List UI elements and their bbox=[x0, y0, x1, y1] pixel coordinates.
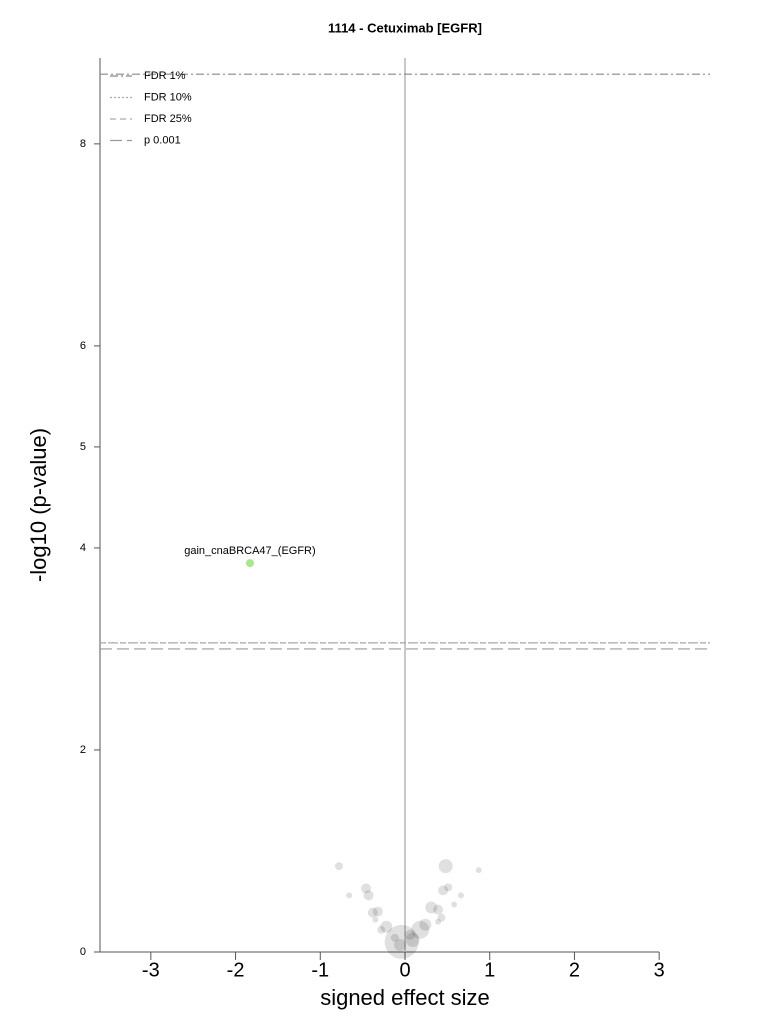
data-point bbox=[245, 559, 254, 568]
x-tick-label: 1 bbox=[484, 959, 495, 981]
data-point bbox=[361, 883, 372, 894]
chart-title: 1114 - Cetuximab [EGFR] bbox=[328, 20, 482, 35]
y-tick-label: 0 bbox=[80, 946, 86, 958]
data-point bbox=[438, 885, 449, 896]
x-tick-label: -1 bbox=[311, 959, 329, 981]
data-point bbox=[437, 913, 446, 922]
x-tick-label: -2 bbox=[227, 959, 245, 981]
x-tick-label: 2 bbox=[569, 959, 580, 981]
y-tick-label: 5 bbox=[80, 441, 86, 453]
data-point bbox=[377, 925, 386, 934]
data-point bbox=[380, 920, 393, 933]
y-tick-label: 6 bbox=[80, 340, 86, 352]
legend-label: FDR 1% bbox=[144, 70, 186, 82]
point-label: gain_cnaBRCA47_(EGFR) bbox=[184, 545, 315, 557]
y-tick-label: 4 bbox=[80, 542, 86, 554]
data-point bbox=[372, 906, 383, 917]
data-point bbox=[411, 920, 430, 939]
data-point bbox=[384, 924, 419, 959]
y-tick-label: 2 bbox=[80, 744, 86, 756]
x-axis-label: signed effect size bbox=[320, 985, 490, 1010]
data-point bbox=[438, 859, 453, 874]
data-point bbox=[367, 907, 378, 918]
legend-label: FDR 10% bbox=[144, 91, 192, 103]
x-tick-label: 0 bbox=[399, 959, 410, 981]
data-point bbox=[363, 890, 374, 901]
data-point bbox=[334, 862, 343, 871]
data-point bbox=[457, 892, 464, 899]
data-point bbox=[419, 918, 432, 931]
x-tick-label: -3 bbox=[142, 959, 160, 981]
data-point bbox=[435, 918, 442, 925]
data-point bbox=[451, 901, 458, 908]
legend-label: FDR 25% bbox=[144, 113, 192, 125]
data-point bbox=[346, 892, 353, 899]
data-point bbox=[475, 867, 482, 874]
data-point bbox=[393, 938, 406, 951]
data-point bbox=[433, 904, 444, 915]
y-axis-label: -log10 (p-value) bbox=[26, 428, 51, 582]
data-point bbox=[425, 901, 438, 914]
data-point bbox=[444, 883, 453, 892]
data-point bbox=[405, 929, 416, 940]
legend-label: p 0.001 bbox=[144, 134, 181, 146]
data-point bbox=[405, 932, 420, 947]
data-point bbox=[390, 933, 399, 942]
y-tick-label: 8 bbox=[80, 138, 86, 150]
data-point bbox=[372, 916, 379, 923]
x-tick-label: 3 bbox=[654, 959, 665, 981]
